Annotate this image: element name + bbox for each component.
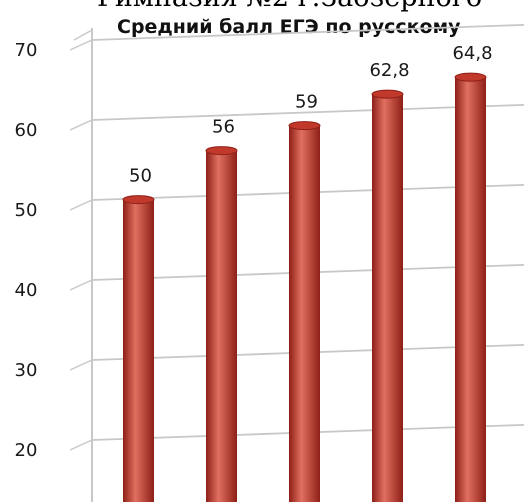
bar: [454, 72, 487, 502]
y-axis: 20 30 40 50 60 70: [15, 28, 93, 502]
bar-body: [372, 94, 403, 502]
bar-top: [288, 121, 321, 131]
y-tick-label: 20: [15, 440, 38, 461]
bar: [371, 89, 404, 502]
chart-title: Средний балл ЕГЭ по русскому: [117, 16, 461, 38]
y-tick-label: 50: [15, 200, 38, 221]
data-label: 56: [212, 117, 235, 138]
axis-depth-top: [73, 29, 93, 41]
gridline: [91, 23, 524, 41]
gridline-depth: [69, 119, 93, 131]
bar-top: [122, 195, 155, 205]
y-tick-label: 60: [15, 120, 38, 141]
bar: [288, 121, 321, 502]
bar-body: [455, 77, 486, 502]
data-label: 50: [129, 166, 152, 187]
y-tick-label: 70: [15, 40, 38, 61]
gridline-depth: [69, 359, 93, 371]
data-label: 64,8: [452, 43, 492, 64]
bars: [122, 72, 487, 502]
bar-top: [205, 146, 238, 156]
page-heading-cut: Гимназия №2 г.Заозерного: [97, 0, 524, 13]
y-tick-label: 40: [15, 280, 38, 301]
gridline-depth: [69, 199, 93, 211]
gridline-depth: [69, 279, 93, 291]
bar-body: [206, 150, 237, 502]
bar-top: [371, 89, 404, 99]
bar: [205, 146, 238, 502]
bar: [122, 195, 155, 502]
data-labels: 50 56 59 62,8 64,8: [129, 43, 492, 186]
y-tick-label: 30: [15, 360, 38, 381]
gridline-depth: [69, 39, 93, 51]
bar-body: [123, 199, 154, 502]
bar-top: [454, 72, 487, 82]
data-label: 62,8: [369, 60, 409, 81]
gridline-depth: [69, 439, 93, 451]
bar-body: [289, 125, 320, 502]
data-label: 59: [295, 92, 318, 113]
